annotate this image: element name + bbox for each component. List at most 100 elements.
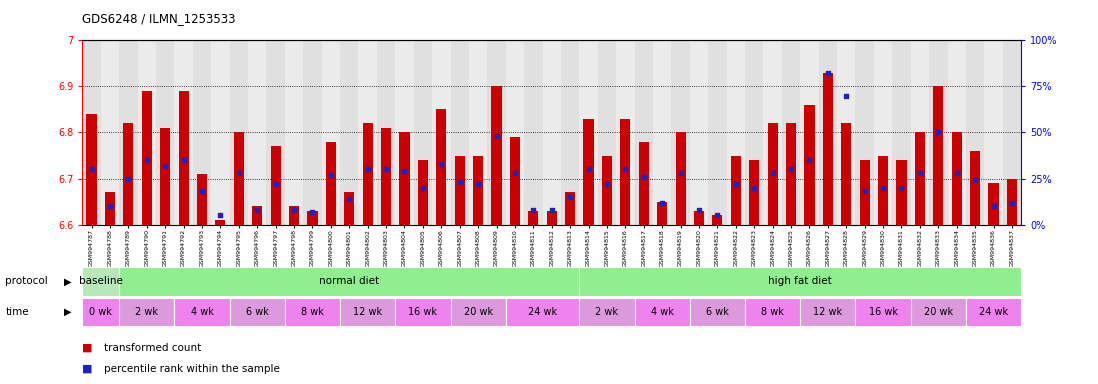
Bar [749,160,760,225]
Text: 2 wk: 2 wk [595,307,618,317]
Point [782,166,799,172]
Point [175,157,192,163]
Bar [653,40,671,225]
Bar [580,298,635,326]
Bar [322,40,340,225]
Bar [657,202,668,225]
Bar [418,160,428,225]
Bar [506,298,580,326]
Bar [82,40,101,225]
Bar [786,123,796,225]
Text: 20 wk: 20 wk [463,307,493,317]
Point [506,170,524,176]
Text: 2 wk: 2 wk [135,307,158,317]
Point [267,181,284,187]
Bar [179,91,189,225]
Point [966,177,984,184]
Bar [358,40,377,225]
Text: 8 wk: 8 wk [761,307,784,317]
Bar [270,146,281,225]
Bar [984,40,1002,225]
Bar [197,174,208,225]
Bar [414,40,433,225]
Point [304,209,322,215]
Bar [542,40,561,225]
Point [838,93,855,99]
Bar [805,105,815,225]
Point [248,207,266,213]
Text: protocol: protocol [5,276,48,286]
Point [469,181,486,187]
Bar [855,298,910,326]
Point [985,203,1002,209]
Bar [547,211,557,225]
Bar [1007,179,1017,225]
Bar [970,151,981,225]
Bar [229,40,248,225]
Bar [929,40,948,225]
Text: 6 wk: 6 wk [706,307,729,317]
Text: 16 wk: 16 wk [408,307,437,317]
Text: 6 wk: 6 wk [246,307,269,317]
Bar [915,132,925,225]
Bar [583,119,594,225]
Point [378,166,395,172]
Point [82,166,100,172]
Bar [878,156,888,225]
Bar [395,40,414,225]
Point [340,196,358,202]
Bar [120,298,175,326]
Text: percentile rank within the sample: percentile rank within the sample [104,364,280,374]
Text: 0 wk: 0 wk [89,307,112,317]
Bar [509,137,520,225]
Bar [340,40,358,225]
Bar [506,40,524,225]
Bar [893,40,910,225]
Bar [837,40,855,225]
Bar [690,298,746,326]
Bar [561,40,580,225]
Text: ■: ■ [82,364,93,374]
Bar [105,192,115,225]
Text: time: time [5,307,30,317]
Bar [101,40,120,225]
Bar [948,40,966,225]
Bar [488,40,506,225]
Bar [142,91,152,225]
Bar [841,123,851,225]
Bar [211,40,229,225]
Bar [524,40,542,225]
Text: 4 wk: 4 wk [651,307,674,317]
Point [231,170,248,176]
Bar [602,156,612,225]
Bar [344,192,355,225]
Bar [450,298,506,326]
Bar [120,267,580,296]
Bar [175,298,229,326]
Point [893,185,910,191]
Text: 24 wk: 24 wk [528,307,557,317]
Bar [289,206,299,225]
Bar [340,298,395,326]
Bar [234,132,244,225]
Bar [267,40,284,225]
Bar [492,86,502,225]
Bar [690,40,708,225]
Bar [819,40,837,225]
Bar [303,40,322,225]
Bar [120,40,137,225]
Bar [635,298,690,326]
Bar [910,40,929,225]
Point [708,212,726,218]
Point [212,212,229,218]
Point [359,166,377,172]
Bar [933,86,943,225]
Bar [910,298,966,326]
Point [488,133,505,139]
Point [156,162,173,169]
Point [414,185,432,191]
Bar [727,40,746,225]
Bar [565,192,575,225]
Point [598,181,616,187]
Bar [855,40,874,225]
